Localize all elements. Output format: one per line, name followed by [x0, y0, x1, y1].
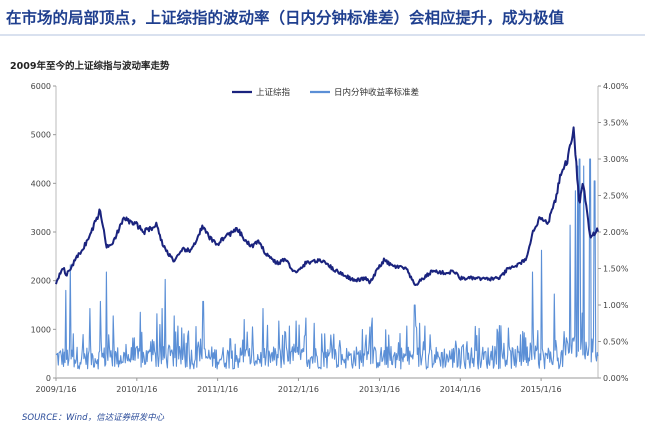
x-tick-label: 2014/1/16	[440, 385, 481, 394]
y-right-tick-label: 1.50%	[603, 265, 629, 274]
x-tick-label: 2012/1/16	[278, 385, 319, 394]
series-volatility-line	[55, 158, 599, 370]
legend-label-index: 上证综指	[256, 87, 291, 98]
index-series	[55, 126, 599, 286]
y-left-tick-label: 5000	[31, 131, 51, 140]
y-left-tick-label: 1000	[31, 325, 51, 334]
x-tick-label: 2010/1/16	[116, 385, 157, 394]
y-right-tick-label: 2.00%	[603, 228, 629, 237]
axes: 0 1000 2000 3000 4000 5000 6000 0.00% 0.50% 1.00%…	[31, 82, 629, 394]
volatility-series	[55, 158, 599, 370]
y-right-tick-label: 2.50%	[603, 192, 629, 201]
y-right-tick-label: 4.00%	[603, 82, 629, 91]
y-left-tick-label: 6000	[31, 82, 51, 91]
y-right-tick-label: 3.00%	[603, 155, 629, 164]
x-tick-label: 2009/1/16	[35, 385, 76, 394]
y-left-tick-label: 0	[46, 374, 51, 383]
y-right-tick-label: 3.50%	[603, 119, 629, 128]
chart-title: 2009年至今的上证综指与波动率走势	[10, 61, 170, 72]
x-tick-label: 2011/1/16	[197, 385, 238, 394]
y-right-tick-label: 0.50%	[603, 338, 629, 347]
page-headline: 在市场的局部顶点，上证综指的波动率（日内分钟标准差）会相应提升，成为极值	[6, 9, 565, 27]
x-tick-label: 2015/1/16	[521, 385, 562, 394]
source-note: SOURCE：Wind，信达证券研发中心	[22, 413, 165, 423]
legend-label-volatility: 日内分钟收益率标准差	[334, 87, 419, 98]
y-left-tick-label: 2000	[31, 277, 51, 286]
headline-divider	[0, 34, 645, 36]
x-tick-label: 2013/1/16	[359, 385, 400, 394]
y-right-tick-label: 1.00%	[603, 301, 629, 310]
y-right-tick-label: 0.00%	[603, 374, 629, 383]
legend: 上证综指 日内分钟收益率标准差	[232, 87, 419, 98]
y-left-tick-label: 3000	[31, 228, 51, 237]
series-index-line	[55, 126, 599, 286]
y-left-tick-label: 4000	[31, 179, 51, 188]
